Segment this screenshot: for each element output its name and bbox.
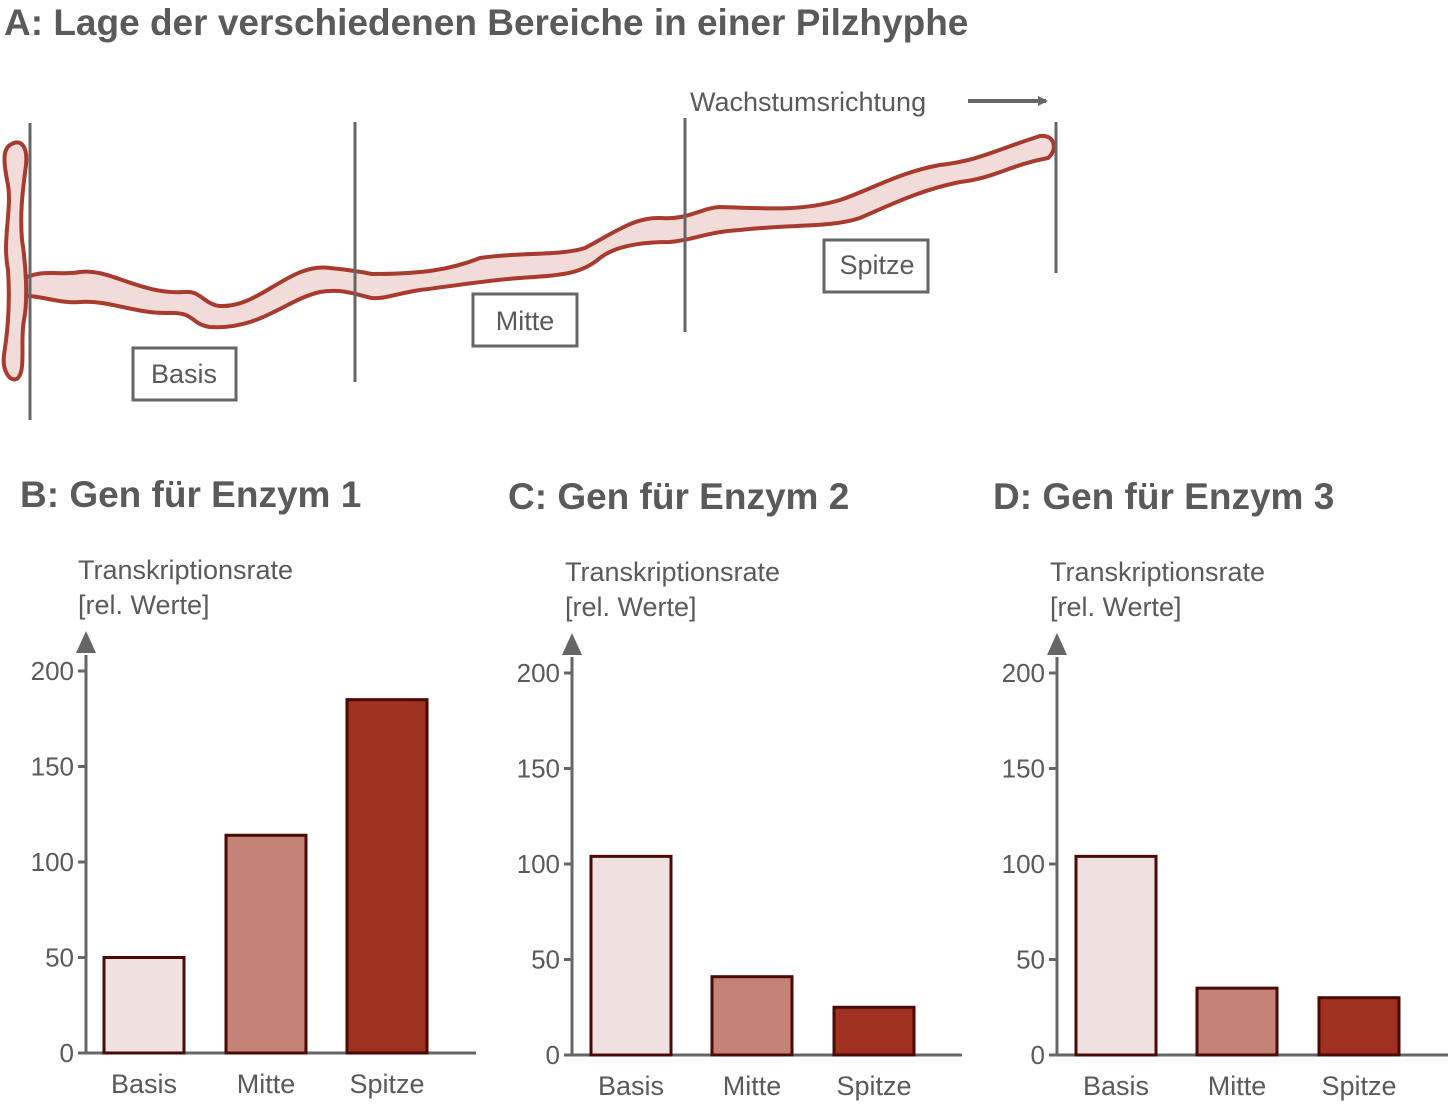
chart-d-bar-mitte [1195, 986, 1279, 1057]
chart-b-category-label: Spitze [349, 1069, 424, 1099]
region-label-basis-text: Basis [151, 359, 217, 389]
chart-c-bar-mitte [710, 975, 794, 1057]
chart-b-ytick-label: 200 [31, 656, 74, 686]
chart-d-ytick-label: 200 [1002, 658, 1045, 688]
chart-b-ylabel-line1: Transkriptionsrate [78, 555, 293, 585]
chart-c-ylabel-line2: [rel. Werte] [565, 592, 697, 622]
chart-b-ytick-label: 150 [31, 752, 74, 782]
chart-c-category-label: Mitte [723, 1071, 782, 1101]
chart-c-ylabel-line1: Transkriptionsrate [565, 557, 780, 587]
chart-d-ylabel-line2: [rel. Werte] [1050, 592, 1182, 622]
region-label-mitte: Mitte [471, 292, 579, 348]
chart-b-category-label: Mitte [237, 1069, 296, 1099]
panel-a-title: A: Lage der verschiedenen Bereiche in ei… [4, 2, 969, 43]
panel-d-title: D: Gen für Enzym 3 [993, 476, 1335, 517]
chart-b-category-label: Basis [111, 1069, 177, 1099]
region-label-spitze-text: Spitze [839, 250, 914, 280]
chart-c-bar-basis [589, 854, 673, 1057]
chart-d-category-label: Basis [1083, 1071, 1149, 1101]
chart-c-bar-spitze [832, 1005, 916, 1057]
chart-d-y-axis-arrow [1047, 633, 1067, 655]
chart-b-ytick-label: 100 [31, 847, 74, 877]
region-label-basis: Basis [131, 346, 238, 402]
chart-b-bar-basis [102, 956, 186, 1055]
chart-d-category-label: Mitte [1208, 1071, 1267, 1101]
chart-b-bar-mitte [224, 833, 308, 1055]
chart-c-ytick-label: 150 [517, 754, 560, 784]
hypha-main [20, 133, 1056, 330]
panel-c-title: C: Gen für Enzym 2 [508, 476, 850, 517]
region-label-spitze: Spitze [822, 238, 930, 294]
growth-direction-label: Wachstumsrichtung [690, 87, 926, 117]
chart-d-bar-basis [1074, 854, 1158, 1057]
chart-d-ytick-label: 50 [1016, 945, 1045, 975]
chart-c-ytick-label: 50 [531, 945, 560, 975]
chart-c-category-label: Spitze [836, 1071, 911, 1101]
chart-d-ytick-label: 0 [1031, 1040, 1045, 1070]
chart-d-bar-spitze [1317, 996, 1401, 1057]
chart-c-category-label: Basis [598, 1071, 664, 1101]
chart-b-ylabel-line2: [rel. Werte] [78, 590, 210, 620]
chart-b-bar-spitze [345, 698, 429, 1055]
chart-d-ytick-label: 150 [1002, 754, 1045, 784]
chart-d-ylabel-line1: Transkriptionsrate [1050, 557, 1265, 587]
region-label-mitte-text: Mitte [496, 306, 555, 336]
chart-c-ytick-label: 0 [546, 1040, 560, 1070]
hypha-base-branch [1, 140, 29, 382]
panel-b-title: B: Gen für Enzym 1 [20, 474, 362, 515]
chart-b-y-axis-arrow [76, 631, 96, 653]
chart-b-ytick-label: 50 [45, 943, 74, 973]
chart-c-ytick-label: 100 [517, 849, 560, 879]
chart-c-y-axis-arrow [562, 633, 582, 655]
chart-b-ytick-label: 0 [60, 1038, 74, 1068]
hypha-diagram: Wachstumsrichtung Basis Mitte Spitze [1, 87, 1058, 420]
chart-c-ytick-label: 200 [517, 658, 560, 688]
chart-d-ytick-label: 100 [1002, 849, 1045, 879]
chart-d-category-label: Spitze [1321, 1071, 1396, 1101]
